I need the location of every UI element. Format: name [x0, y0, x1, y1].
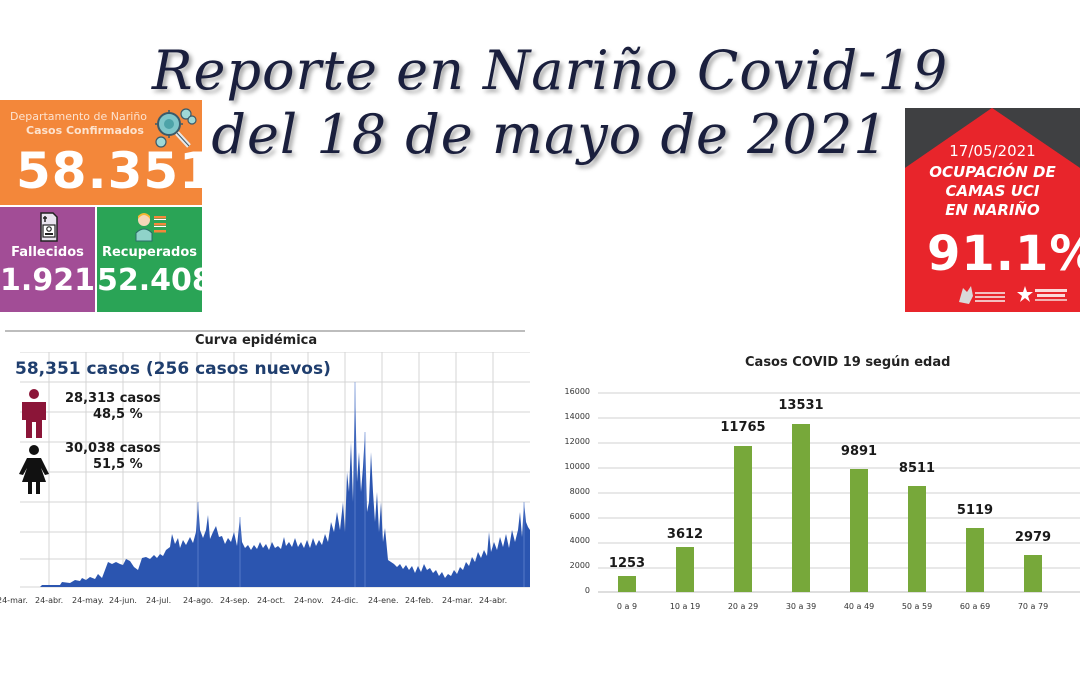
- divider: [5, 330, 525, 332]
- y-tick: 0: [584, 586, 590, 595]
- female-percent: 51,5 %: [93, 457, 143, 472]
- y-tick: 14000: [564, 412, 590, 421]
- x-axis-label: 24-mar.: [442, 596, 473, 605]
- icu-occupancy-value: 91.1%: [927, 226, 1080, 282]
- death-certificate-icon: [39, 212, 58, 242]
- deaths-label: Fallecidos: [11, 245, 84, 260]
- deaths-tile: Fallecidos 1.921: [0, 207, 95, 312]
- bar-value-label: 13531: [778, 398, 824, 413]
- virus-magnifier-icon: [155, 108, 197, 148]
- x-axis-label: 24-jul.: [146, 596, 172, 605]
- x-axis-label: 24-abr.: [479, 596, 508, 605]
- x-axis-label: 24-ene.: [368, 596, 399, 605]
- x-category-label: 10 a 19: [669, 602, 701, 611]
- x-axis-label: 24-oct.: [257, 596, 286, 605]
- x-category-label: 0 a 9: [616, 602, 638, 611]
- x-axis-label: 24-ago.: [183, 596, 214, 605]
- icu-line2: CAMAS UCI: [945, 182, 1040, 200]
- x-category-label: 30 a 39: [785, 602, 817, 611]
- x-axis-label: 24-feb.: [405, 596, 434, 605]
- total-cases-summary: 58,351 casos (256 casos nuevos): [15, 359, 331, 379]
- female-cases: 30,038 casos: [65, 441, 161, 456]
- y-tick: 10000: [564, 462, 590, 471]
- bar-value-label: 11765: [720, 420, 766, 435]
- male-cases: 28,313 casos: [65, 391, 161, 406]
- epidemic-curve-title: Curva epidémica: [195, 333, 318, 348]
- institution-logos: [959, 286, 1067, 304]
- icu-line3: EN NARIÑO: [945, 201, 1040, 219]
- x-axis-label: 24-jun.: [109, 596, 137, 605]
- x-axis-label: 24-may.: [72, 596, 104, 605]
- y-tick: 8000: [569, 487, 590, 496]
- x-axis-label: 24-mar.: [0, 596, 28, 605]
- x-category-label: 60 a 69: [959, 602, 991, 611]
- epidemic-curve-area: [20, 382, 530, 587]
- recovered-patient-icon: [135, 213, 166, 242]
- recovered-tile: Recuperados 52.408: [97, 207, 213, 312]
- male-percent: 48,5 %: [93, 407, 143, 422]
- x-axis-label: 24-nov.: [294, 596, 324, 605]
- male-icon: [22, 389, 46, 438]
- bar-value-label: 9891: [840, 444, 878, 459]
- report-title-line2: del 18 de mayo de 2021: [211, 103, 889, 166]
- epidemic-curve-plot: [20, 352, 530, 588]
- x-category-label: 40 a 49: [843, 602, 875, 611]
- department-label: Departamento de Nariño: [10, 110, 148, 123]
- bar-value-label: 1253: [608, 556, 646, 571]
- y-tick: 6000: [569, 512, 590, 521]
- deaths-value: 1.921: [0, 263, 95, 298]
- bar-value-label: 2979: [1014, 530, 1052, 545]
- y-tick: 2000: [569, 561, 590, 570]
- recovered-label: Recuperados: [101, 245, 198, 260]
- x-axis-label: 24-abr.: [35, 596, 64, 605]
- confirmed-label: Casos Confirmados: [26, 124, 144, 137]
- age-distribution-chart: Casos COVID 19 según edad 0 2000 4000 60…: [550, 340, 1080, 625]
- y-tick: 4000: [569, 536, 590, 545]
- x-category-label: 20 a 29: [727, 602, 759, 611]
- icu-line1: OCUPACIÓN DE: [929, 163, 1056, 181]
- female-icon: [19, 445, 49, 494]
- icu-date: 17/05/2021: [949, 142, 1036, 160]
- x-category-label: 50 a 59: [901, 602, 933, 611]
- age-chart-plot: [598, 392, 1080, 593]
- recovered-value: 52.408: [97, 263, 213, 298]
- bar-value-label: 3612: [666, 527, 704, 542]
- up-arrow-icon: [905, 108, 1080, 312]
- y-tick: 12000: [564, 437, 590, 446]
- epidemic-curve-chart: Curva epidémica: [0, 330, 540, 605]
- confirmed-value: 58.351: [16, 142, 215, 200]
- x-category-label: 70 a 79: [1017, 602, 1049, 611]
- confirmed-cases-tile: Departamento de Nariño Casos Confirmados…: [0, 100, 214, 205]
- age-chart-title: Casos COVID 19 según edad: [745, 355, 951, 370]
- x-axis-label: 24-sep.: [220, 596, 250, 605]
- y-tick: 16000: [564, 387, 590, 396]
- bar-value-label: 5119: [956, 503, 994, 518]
- x-axis-label: 24-dic.: [331, 596, 359, 605]
- icu-occupancy-tile: 17/05/2021 OCUPACIÓN DE CAMAS UCI EN NAR…: [905, 108, 1080, 312]
- bar-value-label: 8511: [898, 461, 936, 476]
- report-title-line1: Reporte en Nariño Covid-19: [151, 39, 949, 102]
